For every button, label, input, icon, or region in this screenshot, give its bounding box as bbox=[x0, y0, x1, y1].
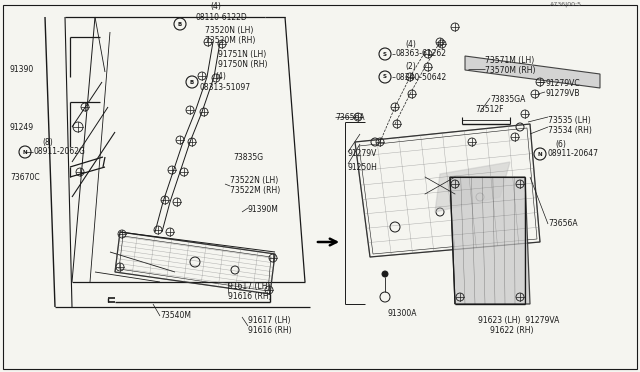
Text: 73535 (LH): 73535 (LH) bbox=[548, 115, 591, 125]
Text: 91751N (LH): 91751N (LH) bbox=[218, 49, 266, 58]
Text: 73512F: 73512F bbox=[475, 106, 504, 115]
Text: 73835GA: 73835GA bbox=[490, 96, 525, 105]
Text: 73656A: 73656A bbox=[335, 112, 365, 122]
Text: S: S bbox=[383, 51, 387, 57]
Text: 08110-6122D: 08110-6122D bbox=[195, 13, 247, 22]
Text: 73520N (LH): 73520N (LH) bbox=[205, 26, 253, 35]
Text: 73656A: 73656A bbox=[548, 219, 578, 228]
Text: 73522M (RH): 73522M (RH) bbox=[230, 186, 280, 195]
Text: 91622 (RH): 91622 (RH) bbox=[490, 326, 534, 334]
Text: 91390: 91390 bbox=[10, 65, 35, 74]
Text: 73571M (LH): 73571M (LH) bbox=[485, 55, 534, 64]
Text: (4): (4) bbox=[405, 39, 416, 48]
Text: B: B bbox=[178, 22, 182, 26]
Text: 73570M (RH): 73570M (RH) bbox=[485, 65, 536, 74]
Text: (4): (4) bbox=[215, 73, 226, 81]
Text: 91279VB: 91279VB bbox=[545, 90, 579, 99]
Text: N: N bbox=[538, 151, 542, 157]
Text: (8): (8) bbox=[42, 138, 52, 147]
Text: 91300A: 91300A bbox=[388, 310, 417, 318]
Text: A736|00:5: A736|00:5 bbox=[550, 1, 582, 7]
Text: 91617 (LH): 91617 (LH) bbox=[228, 282, 271, 292]
Text: 08363-61262: 08363-61262 bbox=[395, 49, 446, 58]
Polygon shape bbox=[465, 56, 600, 88]
Polygon shape bbox=[450, 177, 530, 304]
Text: (4): (4) bbox=[210, 3, 221, 12]
Text: 91390M: 91390M bbox=[248, 205, 279, 215]
Text: S: S bbox=[383, 74, 387, 80]
Text: 91250H: 91250H bbox=[348, 163, 378, 171]
Circle shape bbox=[382, 271, 388, 277]
Text: 91249: 91249 bbox=[10, 122, 34, 131]
Text: 73520M (RH): 73520M (RH) bbox=[205, 35, 255, 45]
Polygon shape bbox=[435, 162, 510, 212]
Text: 91616 (RH): 91616 (RH) bbox=[228, 292, 271, 301]
Text: 73835G: 73835G bbox=[233, 153, 263, 161]
Text: 08313-51097: 08313-51097 bbox=[200, 83, 251, 92]
Text: 73522N (LH): 73522N (LH) bbox=[230, 176, 278, 185]
Text: 91617 (LH): 91617 (LH) bbox=[248, 315, 291, 324]
Text: 08911-2062G: 08911-2062G bbox=[33, 148, 85, 157]
Text: (2): (2) bbox=[405, 62, 416, 71]
Text: (6): (6) bbox=[555, 140, 566, 148]
Text: 73540M: 73540M bbox=[160, 311, 191, 321]
Text: 91279VC: 91279VC bbox=[545, 80, 580, 89]
Text: 91750N (RH): 91750N (RH) bbox=[218, 60, 268, 68]
Text: 91623 (LH)  91279VA: 91623 (LH) 91279VA bbox=[478, 315, 559, 324]
Text: 08340-50642: 08340-50642 bbox=[395, 73, 446, 81]
Text: 91616 (RH): 91616 (RH) bbox=[248, 326, 292, 334]
Text: 91279V: 91279V bbox=[348, 150, 378, 158]
Text: N: N bbox=[22, 150, 28, 154]
Text: 73670C: 73670C bbox=[10, 173, 40, 182]
Text: 08911-20647: 08911-20647 bbox=[548, 150, 599, 158]
Text: 73534 (RH): 73534 (RH) bbox=[548, 125, 592, 135]
Text: B: B bbox=[190, 80, 194, 84]
